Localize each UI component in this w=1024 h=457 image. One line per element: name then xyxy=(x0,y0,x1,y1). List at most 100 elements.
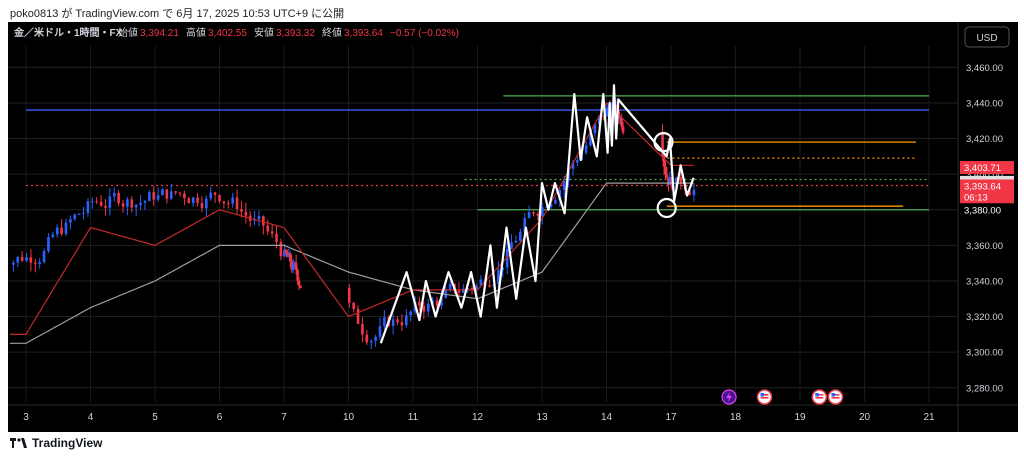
candle-body xyxy=(661,132,664,156)
circle-marker xyxy=(653,132,674,153)
candle-body xyxy=(240,209,243,212)
currency-button[interactable] xyxy=(964,26,1010,48)
candle-body xyxy=(33,262,37,264)
candle-body xyxy=(505,249,509,268)
price-label-countdown: 06:13 xyxy=(964,192,988,203)
time-axis: 3 4 5 6 7 10 11 12 13 14 17 18 19 20 21 xyxy=(8,404,1018,423)
candle-body xyxy=(165,189,169,199)
candle-body xyxy=(266,225,270,232)
candle-body xyxy=(532,212,535,214)
candle-body xyxy=(294,262,298,270)
candle-body xyxy=(361,323,364,335)
time-tick-label: 21 xyxy=(923,412,935,423)
candles xyxy=(12,94,696,350)
candle-body xyxy=(409,311,412,316)
candle-body xyxy=(291,264,295,271)
tradingview-footer[interactable]: TradingView xyxy=(10,436,102,450)
candle-body xyxy=(679,177,683,185)
time-tick-label: 3 xyxy=(23,412,29,423)
price-chart[interactable]: 3,460.00 3,440.00 3,420.00 3,400.00 3,380.00… xyxy=(8,22,1018,432)
candle-body xyxy=(209,192,213,199)
candle-body xyxy=(356,308,360,324)
candle-body xyxy=(95,201,98,203)
candle-body xyxy=(178,192,182,194)
time-tick-label: 18 xyxy=(730,412,742,423)
candle-body xyxy=(667,177,670,185)
candle-body xyxy=(139,202,142,205)
chart-frame[interactable]: 3,460.00 3,440.00 3,420.00 3,400.00 3,380.00… xyxy=(8,22,1018,432)
candle-body xyxy=(435,300,439,306)
candle-body xyxy=(584,145,588,153)
candle-body xyxy=(501,267,505,270)
candle-body xyxy=(169,191,173,199)
flag-stripe xyxy=(760,397,769,399)
candle-body xyxy=(152,192,156,200)
candle-body xyxy=(270,231,274,234)
candle-body xyxy=(262,216,265,226)
price-tick-label: 3,360.00 xyxy=(966,241,1003,252)
ma-slow-line xyxy=(9,182,694,344)
candle-body xyxy=(104,205,107,208)
candle-body xyxy=(593,124,597,134)
candle-body xyxy=(365,334,369,343)
candle-body xyxy=(218,194,221,202)
candle-body xyxy=(257,216,261,220)
candle-body xyxy=(448,283,452,291)
candle-body xyxy=(475,285,478,290)
candle-body xyxy=(20,256,24,261)
candle-body xyxy=(523,218,527,232)
time-tick-label: 14 xyxy=(601,412,613,423)
candle-body xyxy=(112,192,116,197)
price-label-box xyxy=(960,203,1014,217)
candle-body xyxy=(602,115,605,117)
candle-body xyxy=(418,301,421,306)
candle-body xyxy=(293,262,296,265)
time-tick-label: 19 xyxy=(794,412,806,423)
candle-body xyxy=(597,115,601,125)
candle-body xyxy=(352,302,355,309)
symbol-label: 金／米ドル・1時間・FX xyxy=(13,26,123,39)
candle-body xyxy=(64,222,68,235)
currency-label: USD xyxy=(976,33,997,44)
candle-body xyxy=(77,213,81,215)
candle-body xyxy=(200,202,204,209)
price-tick-label: 3,420.00 xyxy=(966,134,1003,145)
candle-body xyxy=(527,212,531,219)
candle-body xyxy=(73,214,77,220)
price-label-text: 3,403.71 xyxy=(964,163,1001,174)
candle-body xyxy=(665,174,669,178)
candle-body xyxy=(426,303,430,312)
candle-body xyxy=(286,252,289,258)
candle-body xyxy=(222,201,226,204)
time-tick-label: 12 xyxy=(472,412,484,423)
time-tick-label: 4 xyxy=(88,412,94,423)
candle-body xyxy=(69,219,72,223)
candle-body xyxy=(290,261,294,271)
price-tick-label: 3,400.00 xyxy=(966,170,1003,181)
candle-body xyxy=(514,240,518,243)
candle-body xyxy=(213,192,217,195)
candle-body xyxy=(288,253,292,262)
low-value: 3,393.32 xyxy=(276,28,315,39)
candle-body xyxy=(134,204,138,208)
candle-body xyxy=(396,319,399,323)
candle-body xyxy=(400,322,404,326)
ma-fast-line xyxy=(9,102,694,335)
candle-body xyxy=(287,253,291,258)
time-tick-label: 11 xyxy=(408,412,419,423)
price-tick-label: 3,460.00 xyxy=(966,63,1003,74)
candle-body xyxy=(191,197,195,204)
flag-canton xyxy=(760,393,765,397)
candle-body xyxy=(497,269,500,285)
candle-body xyxy=(231,197,234,204)
time-tick-label: 10 xyxy=(343,412,355,423)
price-tick-label: 3,440.00 xyxy=(966,98,1003,109)
candle-body xyxy=(284,250,288,253)
candle-body xyxy=(536,213,540,216)
candle-body xyxy=(618,117,622,119)
candle-body xyxy=(347,287,351,303)
candle-body xyxy=(668,177,672,185)
change-value: −0.57 (−0.02%) xyxy=(390,28,459,39)
candle-body xyxy=(196,197,199,203)
candle-body xyxy=(369,341,373,343)
